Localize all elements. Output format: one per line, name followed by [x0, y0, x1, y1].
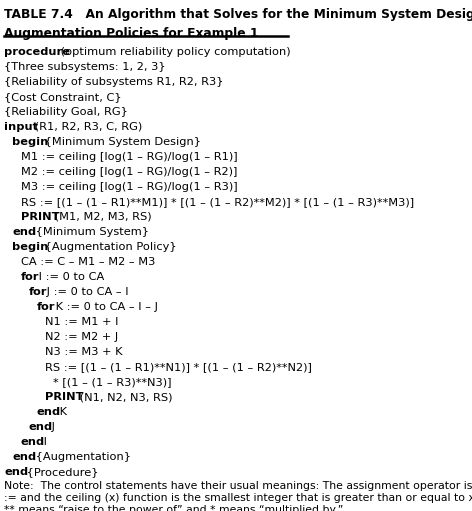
- Text: K: K: [56, 407, 67, 417]
- Text: ** means “raise to the power of” and * means “multiplied by.”: ** means “raise to the power of” and * m…: [4, 505, 344, 511]
- Text: PRINT: PRINT: [20, 212, 59, 222]
- Text: J: J: [48, 422, 55, 432]
- Text: TABLE 7.4   An Algorithm that Solves for the Minimum System Design and the: TABLE 7.4 An Algorithm that Solves for t…: [4, 8, 472, 21]
- Text: {Three subsystems: 1, 2, 3}: {Three subsystems: 1, 2, 3}: [4, 62, 166, 72]
- Text: begin: begin: [12, 242, 49, 252]
- Text: end: end: [12, 227, 36, 237]
- Text: for: for: [37, 302, 55, 312]
- Text: I := 0 to CA: I := 0 to CA: [35, 272, 104, 282]
- Text: end: end: [29, 422, 53, 432]
- Text: I: I: [40, 437, 47, 447]
- Text: := and the ceiling (x) function is the smallest integer that is greater than or : := and the ceiling (x) function is the s…: [4, 493, 472, 503]
- Text: for: for: [20, 272, 39, 282]
- Text: procedure: procedure: [4, 47, 70, 57]
- Text: (M1, M2, M3, RS): (M1, M2, M3, RS): [51, 212, 152, 222]
- Text: {Procedure}: {Procedure}: [24, 467, 99, 477]
- Text: {Augmentation}: {Augmentation}: [32, 452, 131, 462]
- Text: M1 := ceiling [log(1 – RG)/log(1 – R1)]: M1 := ceiling [log(1 – RG)/log(1 – R1)]: [20, 152, 237, 162]
- Text: J := 0 to CA – I: J := 0 to CA – I: [43, 287, 129, 297]
- Text: end: end: [37, 407, 61, 417]
- Text: M3 := ceiling [log(1 – RG)/log(1 – R3)]: M3 := ceiling [log(1 – RG)/log(1 – R3)]: [20, 182, 237, 192]
- Text: for: for: [29, 287, 47, 297]
- Text: {Minimum System Design}: {Minimum System Design}: [42, 137, 202, 147]
- Text: Augmentation Policies for Example 1: Augmentation Policies for Example 1: [4, 27, 259, 39]
- Text: {Cost Constraint, C}: {Cost Constraint, C}: [4, 91, 122, 102]
- Text: {Minimum System}: {Minimum System}: [32, 227, 149, 237]
- Text: end: end: [4, 467, 28, 477]
- Text: {Augmentation Policy}: {Augmentation Policy}: [42, 242, 177, 252]
- Text: (R1, R2, R3, C, RG): (R1, R2, R3, C, RG): [31, 122, 143, 132]
- Text: input: input: [4, 122, 38, 132]
- Text: end: end: [12, 452, 36, 462]
- Text: (N1, N2, N3, RS): (N1, N2, N3, RS): [76, 392, 172, 402]
- Text: begin: begin: [12, 137, 49, 147]
- Text: M2 := ceiling [log(1 – RG)/log(1 – R2)]: M2 := ceiling [log(1 – RG)/log(1 – R2)]: [20, 167, 237, 177]
- Text: K := 0 to CA – I – J: K := 0 to CA – I – J: [51, 302, 158, 312]
- Text: {Reliability Goal, RG}: {Reliability Goal, RG}: [4, 107, 128, 117]
- Text: RS := [(1 – (1 – R1)**N1)] * [(1 – (1 – R2)**N2)]: RS := [(1 – (1 – R1)**N1)] * [(1 – (1 – …: [45, 362, 312, 372]
- Text: * [(1 – (1 – R3)**N3)]: * [(1 – (1 – R3)**N3)]: [53, 377, 172, 387]
- Text: RS := [(1 – (1 – R1)**M1)] * [(1 – (1 – R2)**M2)] * [(1 – (1 – R3)**M3)]: RS := [(1 – (1 – R1)**M1)] * [(1 – (1 – …: [20, 197, 413, 207]
- Text: PRINT: PRINT: [45, 392, 84, 402]
- Text: N3 := M3 + K: N3 := M3 + K: [45, 347, 122, 357]
- Text: {Reliability of subsystems R1, R2, R3}: {Reliability of subsystems R1, R2, R3}: [4, 77, 224, 87]
- Text: Note:  The control statements have their usual meanings: The assignment operator: Note: The control statements have their …: [4, 481, 472, 491]
- Text: N1 := M1 + I: N1 := M1 + I: [45, 317, 118, 327]
- Text: N2 := M2 + J: N2 := M2 + J: [45, 332, 118, 342]
- Text: CA := C – M1 – M2 – M3: CA := C – M1 – M2 – M3: [20, 257, 155, 267]
- Text: (optimum reliability policy computation): (optimum reliability policy computation): [57, 47, 290, 57]
- Text: end: end: [20, 437, 45, 447]
